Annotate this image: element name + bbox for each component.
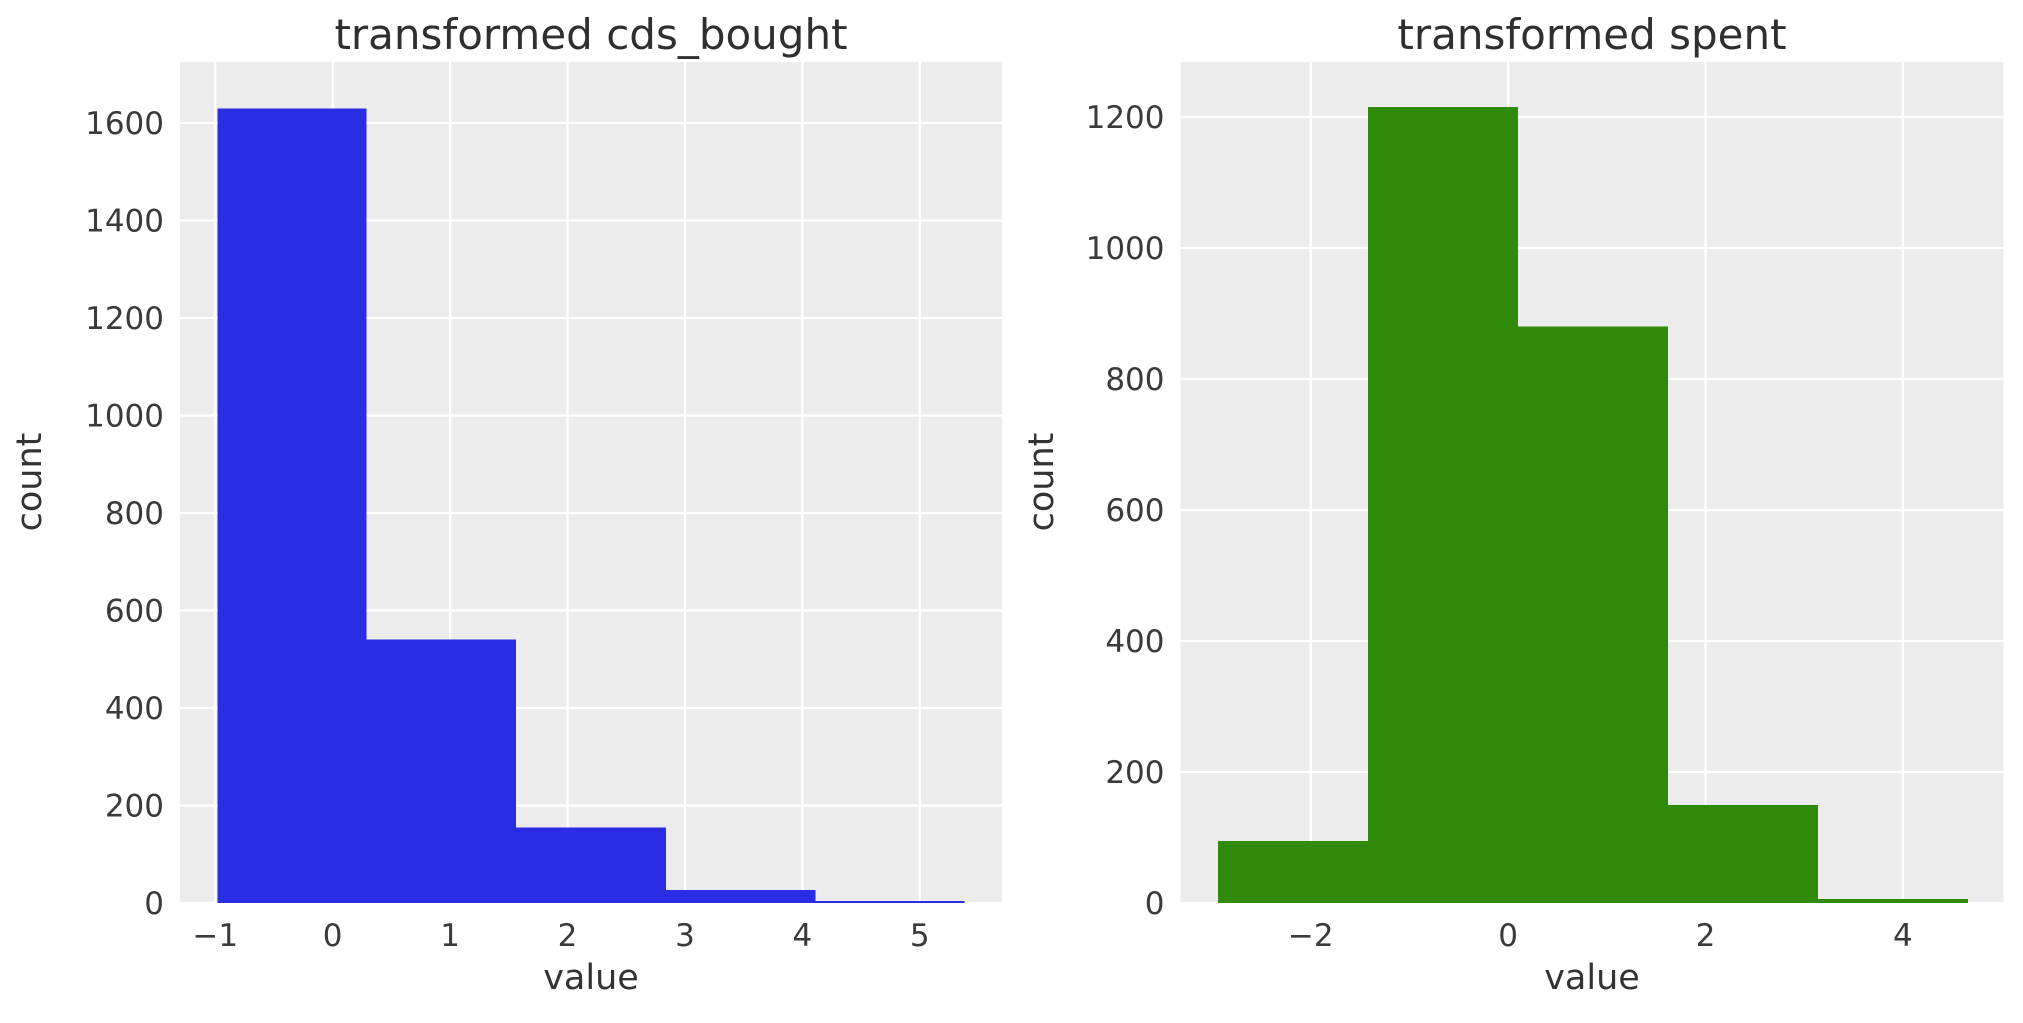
x-tick-label: −2 [1288,918,1334,954]
y-tick-label: 1000 [1086,231,1165,267]
histogram-bar [217,108,367,904]
y-tick-label: 1600 [85,106,164,142]
x-tick-label: 2 [1696,918,1716,954]
y-tick-label: 0 [144,886,164,922]
histogram-bar [1367,107,1518,904]
y-tick-label: 200 [1105,755,1164,791]
histogram-bar [1217,840,1368,903]
y-tick-label: 1400 [85,203,164,239]
y-tick-label: 0 [1145,886,1165,922]
histogram-bar [1667,804,1818,903]
y-tick-label: 200 [105,788,164,824]
x-tick-label: 0 [323,918,343,954]
histogram-bar [815,901,965,903]
x-axis-label: value [1544,958,1640,998]
x-tick-label: 3 [675,918,695,954]
histogram-spent-plot: −2 0 2 4 0 200 400 600 800 1000 1200 [1086,62,2004,954]
y-axis-label: count [10,432,50,532]
x-tick-label: 2 [558,918,578,954]
x-tick-label: 4 [1893,918,1913,954]
subplot-spent: −2 0 2 4 0 200 400 600 800 1000 1200 transformed s… [1012,0,2023,1023]
y-tick-label: 800 [1105,362,1164,398]
histogram-bar [366,639,516,903]
x-tick-label: 1 [440,918,460,954]
y-tick-label: 1200 [1086,100,1165,136]
y-tick-label: 1000 [85,398,164,434]
histogram-bar [666,889,816,903]
subplot-cds-bought: −1 0 1 2 3 4 5 0 200 400 600 800 1000 1200 1400 1600 tr… [0,0,1011,1023]
y-tick-label: 1200 [85,301,164,337]
chart-title: transformed cds_bought [334,10,848,59]
histogram-cds-bought-plot: −1 0 1 2 3 4 5 0 200 400 600 800 1000 1200 1400 1600 [85,62,1002,954]
y-tick-label: 800 [105,496,164,532]
y-tick-label: 600 [1105,493,1164,529]
histogram-bar [1517,326,1668,903]
x-tick-label: −1 [192,918,238,954]
x-tick-label: 5 [910,918,930,954]
y-tick-label: 600 [105,593,164,629]
chart-title: transformed spent [1397,10,1787,59]
y-axis-label: count [1022,432,1062,532]
x-tick-label: 0 [1498,918,1518,954]
y-tick-label: 400 [105,691,164,727]
histogram-bar [1817,899,1968,903]
x-axis-label: value [543,958,639,998]
y-tick-label: 400 [1105,624,1164,660]
histogram-bar [515,827,667,903]
x-tick-label: 4 [793,918,813,954]
